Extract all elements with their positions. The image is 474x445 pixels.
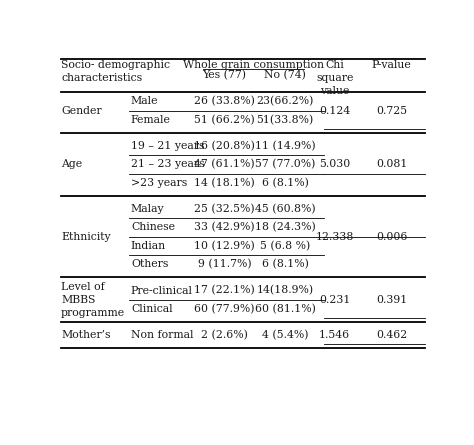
Text: P-value: P-value <box>372 60 411 70</box>
Text: 51(33.8%): 51(33.8%) <box>256 115 314 125</box>
Text: 57 (77.0%): 57 (77.0%) <box>255 159 315 170</box>
Text: Gender: Gender <box>61 105 102 116</box>
Text: 6 (8.1%): 6 (8.1%) <box>262 259 309 270</box>
Text: 17 (22.1%): 17 (22.1%) <box>194 285 255 295</box>
Text: 25 (32.5%): 25 (32.5%) <box>194 204 255 214</box>
Text: 60 (77.9%): 60 (77.9%) <box>194 304 255 314</box>
Text: 19 – 21 years: 19 – 21 years <box>131 141 204 151</box>
Text: Mother’s: Mother’s <box>61 330 110 340</box>
Text: No (74): No (74) <box>264 70 306 81</box>
Text: 60 (81.1%): 60 (81.1%) <box>255 304 316 314</box>
Text: 18 (24.3%): 18 (24.3%) <box>255 222 316 233</box>
Text: Level of
MBBS
programme: Level of MBBS programme <box>61 282 125 318</box>
Text: Ethnicity: Ethnicity <box>61 232 111 242</box>
Text: Non formal: Non formal <box>131 330 193 340</box>
Text: Chinese: Chinese <box>131 222 175 232</box>
Text: 12.338: 12.338 <box>316 232 354 242</box>
Text: 5 (6.8 %): 5 (6.8 %) <box>260 241 310 251</box>
Text: 0.725: 0.725 <box>376 105 407 116</box>
Text: >23 years: >23 years <box>131 178 187 188</box>
Text: Age: Age <box>61 159 82 170</box>
Text: 0.006: 0.006 <box>376 232 407 242</box>
Text: Malay: Malay <box>131 204 164 214</box>
Text: 0.391: 0.391 <box>376 295 407 305</box>
Text: Indian: Indian <box>131 241 166 251</box>
Text: Pre-clinical: Pre-clinical <box>131 286 193 295</box>
Text: 5.030: 5.030 <box>319 159 350 170</box>
Text: 33 (42.9%): 33 (42.9%) <box>194 222 255 233</box>
Text: Whole grain consumption: Whole grain consumption <box>182 60 324 70</box>
Text: 47 (61.1%): 47 (61.1%) <box>194 159 255 170</box>
Text: Female: Female <box>131 115 171 125</box>
Text: 2 (2.6%): 2 (2.6%) <box>201 330 248 340</box>
Text: 0.462: 0.462 <box>376 330 407 340</box>
Text: 0.231: 0.231 <box>319 295 350 305</box>
Text: Clinical: Clinical <box>131 304 173 314</box>
Text: Male: Male <box>131 97 158 106</box>
Text: Others: Others <box>131 259 168 270</box>
Text: Yes (77): Yes (77) <box>202 70 246 81</box>
Text: 0.081: 0.081 <box>376 159 407 170</box>
Text: Socio- demographic
characteristics: Socio- demographic characteristics <box>61 60 170 83</box>
Text: 6 (8.1%): 6 (8.1%) <box>262 178 309 188</box>
Text: 14(18.9%): 14(18.9%) <box>256 285 314 295</box>
Text: 11 (14.9%): 11 (14.9%) <box>255 141 316 151</box>
Text: 16 (20.8%): 16 (20.8%) <box>194 141 255 151</box>
Text: 23(66.2%): 23(66.2%) <box>256 96 314 106</box>
Text: Chi
square
value: Chi square value <box>316 60 354 96</box>
Text: 1.546: 1.546 <box>319 330 350 340</box>
Text: 51 (66.2%): 51 (66.2%) <box>194 115 255 125</box>
Text: 0.124: 0.124 <box>319 105 350 116</box>
Text: 26 (33.8%): 26 (33.8%) <box>194 96 255 106</box>
Text: 45 (60.8%): 45 (60.8%) <box>255 204 316 214</box>
Text: 10 (12.9%): 10 (12.9%) <box>194 241 255 251</box>
Text: 4 (5.4%): 4 (5.4%) <box>262 330 309 340</box>
Text: 21 – 23 years: 21 – 23 years <box>131 159 204 170</box>
Text: 14 (18.1%): 14 (18.1%) <box>194 178 255 188</box>
Text: 9 (11.7%): 9 (11.7%) <box>198 259 251 270</box>
